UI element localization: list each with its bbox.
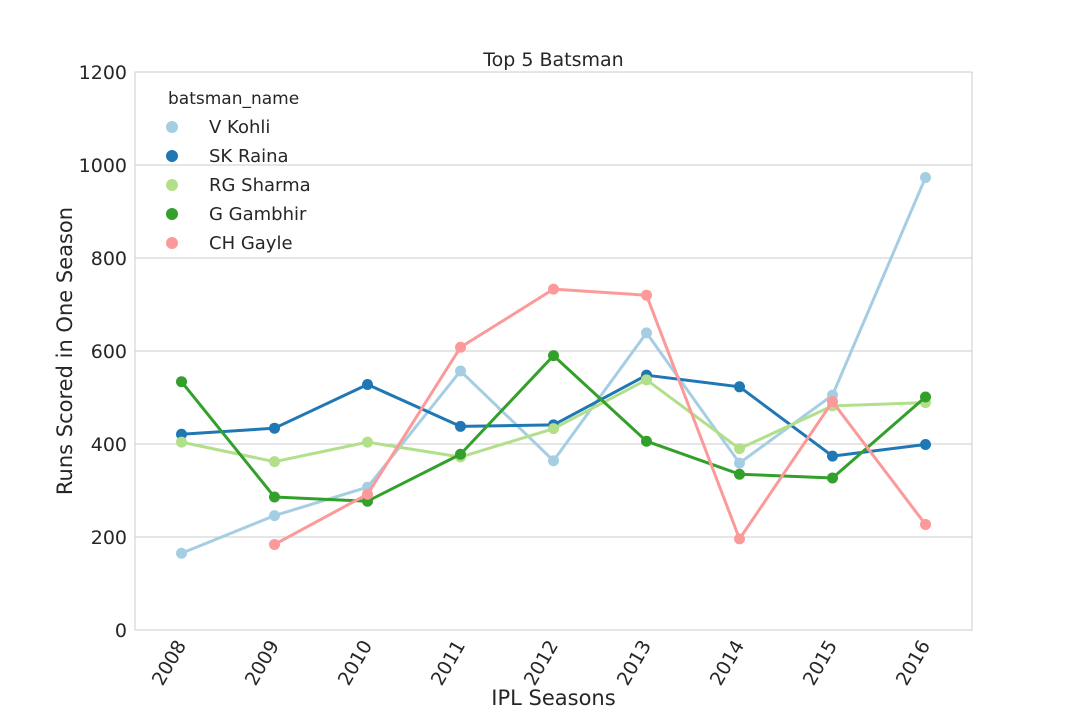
x-tick-label: 2014	[706, 637, 749, 690]
x-tick-label: 2010	[334, 637, 377, 690]
data-point	[827, 472, 838, 484]
y-axis-ticks: 0 200 400 600 800 1000 1200	[79, 62, 127, 642]
data-point	[734, 533, 745, 545]
y-tick-label: 1000	[79, 155, 127, 177]
data-point	[641, 289, 652, 301]
data-point	[548, 283, 559, 295]
legend-label: CH Gayle	[209, 233, 293, 254]
legend-marker	[166, 150, 178, 162]
data-point	[176, 376, 187, 388]
data-point	[548, 423, 559, 435]
legend-marker	[166, 237, 178, 249]
series-v-kohli	[176, 172, 931, 559]
legend-label: SK Raina	[209, 146, 289, 167]
x-tick-label: 2015	[799, 637, 842, 690]
series-ch-gayle	[269, 283, 931, 550]
data-point	[269, 456, 280, 468]
series-line	[273, 287, 927, 546]
series-lines	[176, 172, 931, 559]
data-point	[455, 365, 466, 377]
data-point	[455, 341, 466, 353]
x-tick-label: 2008	[148, 637, 191, 690]
legend-title: batsman_name	[168, 89, 299, 109]
data-point	[734, 468, 745, 480]
data-point	[641, 374, 652, 386]
data-point	[920, 438, 931, 450]
x-axis-title: IPL Seasons	[491, 686, 615, 710]
x-axis-ticks: 2008 2009 2010 2011 2012 2013 2014 2015 2016	[148, 637, 935, 690]
data-point	[548, 350, 559, 362]
legend-label: G Gambhir	[209, 204, 307, 225]
y-tick-label: 200	[91, 527, 127, 549]
data-point	[734, 381, 745, 393]
y-tick-label: 0	[115, 620, 127, 642]
data-point	[734, 443, 745, 455]
legend-marker	[166, 179, 178, 191]
data-point	[176, 436, 187, 448]
data-point	[176, 547, 187, 559]
legend-label: V Kohli	[209, 117, 270, 138]
data-point	[362, 436, 373, 448]
data-point	[455, 448, 466, 460]
data-point	[176, 428, 187, 440]
data-point	[269, 510, 280, 522]
legend: batsman_name V Kohli SK Raina RG Sharma G G…	[166, 89, 311, 254]
data-point	[920, 391, 931, 403]
data-point	[269, 491, 280, 503]
data-point	[455, 420, 466, 432]
data-point	[641, 435, 652, 447]
data-point	[920, 518, 931, 530]
x-tick-label: 2013	[613, 637, 656, 690]
x-tick-label: 2012	[520, 637, 563, 690]
x-tick-label: 2016	[892, 637, 935, 690]
data-point	[362, 488, 373, 500]
data-point	[920, 172, 931, 184]
data-point	[362, 378, 373, 390]
x-tick-label: 2011	[427, 637, 470, 690]
chart-title: Top 5 Batsman	[482, 49, 623, 71]
data-point	[827, 450, 838, 462]
legend-marker	[166, 121, 178, 133]
data-point	[734, 457, 745, 469]
data-point	[269, 422, 280, 434]
x-tick-label: 2009	[241, 637, 284, 690]
y-tick-label: 400	[91, 434, 127, 456]
y-tick-label: 600	[91, 341, 127, 363]
data-point	[548, 455, 559, 467]
data-point	[827, 396, 838, 408]
y-tick-label: 800	[91, 248, 127, 270]
y-axis-title: Runs Scored in One Season	[53, 207, 77, 495]
data-point	[269, 538, 280, 550]
legend-marker	[166, 208, 178, 220]
legend-label: RG Sharma	[209, 175, 311, 196]
series-sk-raina	[176, 369, 931, 462]
data-point	[641, 327, 652, 339]
plot-area	[134, 71, 973, 631]
y-tick-label: 1200	[79, 62, 127, 84]
